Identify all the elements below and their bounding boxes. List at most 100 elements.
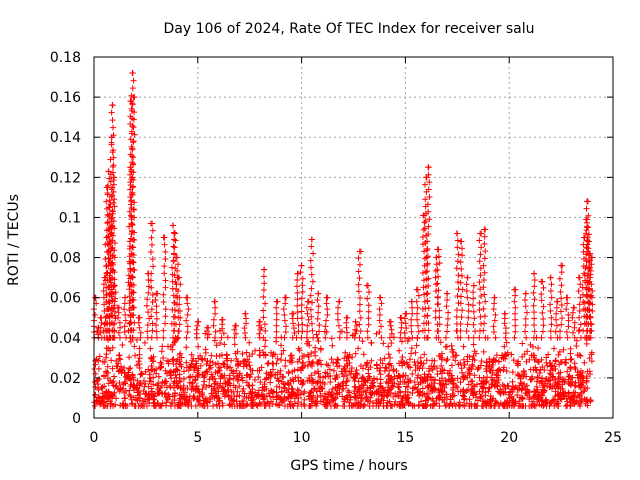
data-point: [588, 261, 595, 268]
data-point: [297, 391, 304, 398]
data-point: [107, 238, 114, 245]
data-point: [433, 365, 440, 372]
data-point: [226, 372, 233, 379]
data-point: [220, 360, 227, 367]
data-point: [286, 358, 293, 365]
data-point: [314, 315, 321, 322]
data-point: [358, 391, 365, 398]
data-point: [477, 251, 484, 258]
data-point: [105, 241, 112, 248]
data-point: [585, 286, 592, 293]
data-point: [171, 392, 178, 399]
data-point: [376, 317, 383, 324]
data-point: [530, 302, 537, 309]
data-point: [130, 289, 137, 296]
data-point: [454, 258, 461, 265]
data-point: [486, 384, 493, 391]
data-point: [506, 394, 513, 401]
data-point: [158, 360, 165, 367]
data-point: [127, 365, 134, 372]
data-point: [131, 402, 138, 409]
data-point: [273, 316, 280, 323]
data-point: [511, 298, 518, 305]
data-point: [214, 382, 221, 389]
data-point: [160, 327, 167, 334]
data-point: [543, 399, 550, 406]
data-point: [307, 306, 314, 313]
data-point: [97, 329, 104, 336]
data-point: [585, 212, 592, 219]
data-point: [425, 327, 432, 334]
data-point: [299, 275, 306, 282]
data-point: [491, 383, 498, 390]
data-point: [332, 375, 339, 382]
data-point: [481, 313, 488, 320]
data-point: [571, 334, 578, 341]
data-point: [171, 402, 178, 409]
data-point: [442, 334, 449, 341]
data-point: [476, 388, 483, 395]
data-point: [487, 398, 494, 405]
data-point: [587, 397, 594, 404]
data-point: [195, 386, 202, 393]
data-point: [589, 308, 596, 315]
data-point: [492, 311, 499, 318]
data-point: [111, 254, 118, 261]
data-point: [242, 329, 249, 336]
data-point: [399, 338, 406, 345]
data-point: [555, 370, 562, 377]
data-point: [488, 380, 495, 387]
data-point: [231, 341, 238, 348]
data-point: [522, 303, 529, 310]
data-point: [553, 310, 560, 317]
data-point: [162, 248, 169, 255]
data-point: [436, 314, 443, 321]
data-point: [454, 237, 461, 244]
data-point: [465, 308, 472, 315]
data-point: [313, 388, 320, 395]
data-point: [530, 366, 537, 373]
data-point: [275, 378, 282, 385]
data-point: [131, 267, 138, 274]
data-point: [519, 353, 526, 360]
data-point: [309, 327, 316, 334]
data-point: [101, 383, 108, 390]
data-point: [518, 394, 525, 401]
data-point: [105, 345, 112, 352]
data-point: [379, 360, 386, 367]
data-point: [108, 139, 115, 146]
data-point: [402, 310, 409, 317]
data-point: [127, 338, 134, 345]
data-point: [376, 306, 383, 313]
data-point: [576, 392, 583, 399]
data-point: [478, 378, 485, 385]
data-point: [176, 377, 183, 384]
data-point: [183, 344, 190, 351]
data-point: [564, 294, 571, 301]
data-point: [300, 390, 307, 397]
data-point: [514, 392, 521, 399]
data-point: [125, 272, 132, 279]
data-point: [473, 402, 480, 409]
data-point: [237, 402, 244, 409]
data-point: [470, 308, 477, 315]
data-point: [224, 363, 231, 370]
data-point: [100, 287, 107, 294]
data-point: [377, 364, 384, 371]
data-point: [105, 168, 112, 175]
data-point: [127, 393, 134, 400]
data-point: [471, 372, 478, 379]
data-point: [329, 342, 336, 349]
data-point: [346, 368, 353, 375]
data-point: [273, 334, 280, 341]
data-point: [356, 248, 363, 255]
data-point: [538, 356, 545, 363]
data-point: [312, 344, 319, 351]
data-point: [126, 208, 133, 215]
data-point: [294, 366, 301, 373]
data-point: [107, 156, 114, 163]
data-point: [408, 350, 415, 357]
data-point: [425, 319, 432, 326]
data-point: [308, 320, 315, 327]
data-point: [298, 364, 305, 371]
